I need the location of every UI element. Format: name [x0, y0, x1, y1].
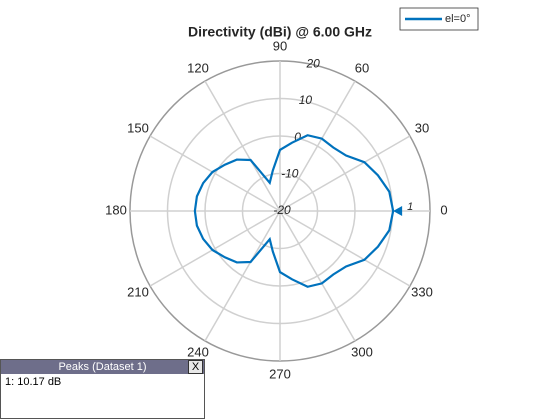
r-tick-label: 20 [306, 56, 321, 70]
r-tick-label: 0 [294, 130, 301, 144]
angle-tick-label: 270 [269, 366, 291, 381]
peaks-panel: Peaks (Dataset 1) X 1: 10.17 dB [0, 359, 205, 419]
legend-label: el=0° [445, 13, 471, 25]
grid-spoke [279, 210, 356, 342]
grid-spoke [204, 80, 281, 212]
grid-spoke [279, 80, 356, 212]
close-button[interactable]: X [188, 360, 203, 374]
angle-tick-label: 180 [105, 202, 127, 217]
peak-entry: 1: 10.17 dB [5, 376, 62, 388]
angle-tick-label: 60 [355, 60, 369, 75]
angle-tick-label: 120 [187, 60, 209, 75]
peak-label: 1 [407, 201, 413, 213]
grid-spoke [149, 135, 281, 212]
peak-marker [393, 206, 403, 216]
peaks-title: Peaks (Dataset 1) [58, 361, 147, 373]
pattern-line [193, 134, 395, 288]
r-tick-label: 10 [299, 93, 313, 107]
peaks-header: Peaks (Dataset 1) X [1, 360, 204, 374]
grid-spoke [279, 210, 411, 287]
r-tick-label: -10 [281, 166, 299, 180]
angle-tick-label: 150 [127, 120, 149, 135]
angle-tick-label: 240 [187, 344, 209, 359]
angle-tick-label: 90 [273, 38, 287, 53]
chart-title: Directivity (dBi) @ 6.00 GHz [188, 24, 372, 40]
angle-tick-label: 210 [127, 284, 149, 299]
angle-tick-label: 30 [415, 120, 429, 135]
grid-spoke [204, 210, 281, 342]
angle-tick-label: 300 [351, 344, 373, 359]
grid-spoke [279, 135, 411, 212]
angle-tick-label: 330 [411, 284, 433, 299]
grid-spoke [149, 210, 281, 287]
angle-tick-label: 0 [440, 202, 447, 217]
r-tick-label: -20 [273, 203, 291, 217]
